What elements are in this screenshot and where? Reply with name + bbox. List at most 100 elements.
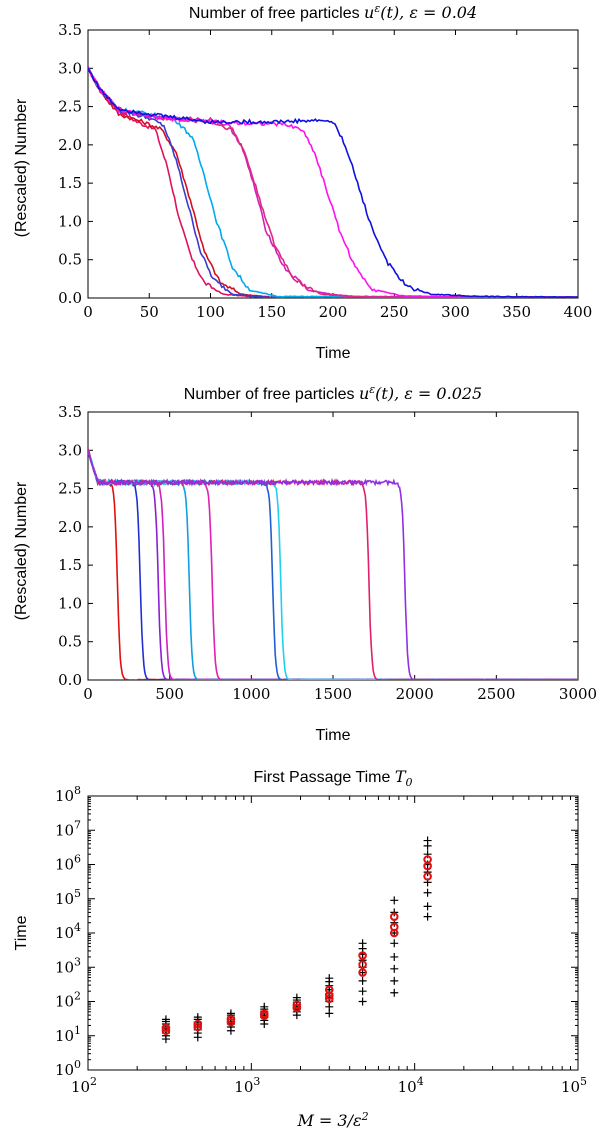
y-tick-label: 2.5: [58, 98, 82, 116]
x-tick-label: 0: [83, 303, 93, 321]
mean-point: [423, 872, 432, 881]
mean-point: [358, 968, 367, 977]
x-tick-label: 100: [196, 303, 225, 321]
sample-point: [358, 987, 367, 996]
series-line-6: [88, 69, 578, 298]
mean-point: [193, 1022, 203, 1032]
x-tick-label: 1500: [314, 685, 352, 703]
y-tick-label: 103: [55, 955, 81, 976]
y-tick-label: 107: [55, 818, 81, 839]
y-tick-label: 104: [55, 921, 81, 942]
x-tick-label: 2500: [477, 685, 515, 703]
mean-point: [226, 1015, 236, 1024]
mean-point: [389, 922, 399, 932]
sample-point: [161, 1015, 170, 1024]
x-tick-label: 104: [398, 1075, 424, 1096]
sample-point: [358, 976, 367, 985]
y-tick-label: 0.5: [58, 633, 82, 651]
series-line-7: [88, 450, 578, 680]
y-tick-label: 108: [55, 784, 81, 805]
y-tick-label: 1.0: [58, 212, 82, 230]
panel-free-particles-eps-0025: Number of free particles uε(t), ε = 0.02…: [13, 383, 597, 744]
y-tick-label: 0.5: [58, 251, 82, 269]
y-tick-label: 3.5: [58, 21, 82, 39]
series-line-7: [88, 68, 578, 298]
mean-point: [259, 1009, 269, 1019]
mean-point: [358, 951, 367, 960]
sample-point: [390, 988, 399, 997]
sample-point: [390, 952, 399, 961]
series-line-10: [88, 451, 578, 680]
series-line-4: [88, 67, 578, 298]
mean-point: [193, 1019, 203, 1029]
sample-point: [390, 964, 399, 973]
y-axis-label: (Rescaled) Number: [13, 481, 30, 620]
mean-point: [389, 912, 399, 921]
y-tick-label: 1.5: [58, 556, 82, 574]
x-axis-label: Time: [316, 727, 351, 744]
x-tick-label: 150: [257, 303, 286, 321]
y-tick-label: 3.5: [58, 403, 82, 421]
plot-frame: [87, 29, 579, 299]
y-tick-label: 105: [55, 887, 81, 908]
x-tick-label: 103: [234, 1075, 260, 1096]
x-axis-label: Time: [316, 345, 351, 362]
plot-frame: [87, 795, 579, 1071]
y-tick-label: 3.0: [58, 441, 82, 459]
panel-free-particles-eps-004: Number of free particles uε(t), ε = 0.04…: [13, 2, 592, 362]
x-tick-label: 250: [380, 303, 409, 321]
series-line-8: [88, 67, 578, 298]
series-line-3: [88, 68, 578, 298]
y-tick-label: 1.5: [58, 174, 82, 192]
y-axis-label: Time: [13, 915, 30, 950]
x-tick-label: 3000: [559, 685, 597, 703]
series-line-2: [88, 451, 578, 680]
y-tick-label: 106: [55, 853, 81, 874]
y-tick-label: 101: [55, 1024, 81, 1045]
y-tick-label: 0.0: [58, 289, 82, 307]
x-tick-label: 2000: [396, 685, 434, 703]
chart-title: Number of free particles uε(t), ε = 0.04: [189, 2, 477, 22]
sample-point: [358, 939, 367, 948]
y-tick-label: 2.0: [58, 518, 82, 536]
x-tick-label: 200: [319, 303, 348, 321]
mean-point: [161, 1026, 171, 1036]
x-tick-label: 400: [564, 303, 593, 321]
x-tick-label: 1000: [232, 685, 270, 703]
mean-point: [292, 1000, 302, 1010]
sample-point: [292, 993, 301, 1002]
x-tick-label: 500: [155, 685, 184, 703]
y-tick-label: 2.5: [58, 480, 82, 498]
y-tick-label: 102: [55, 990, 81, 1011]
series-line-6: [88, 451, 578, 680]
x-axis-label: M = 3/ε2: [296, 1110, 368, 1130]
series-line-1: [88, 66, 578, 298]
panel-first-passage-time: First Passage Time T0 Time M = 3/ε2 102 1…: [13, 767, 587, 1130]
x-tick-label: 50: [140, 303, 159, 321]
y-axis-label: (Rescaled) Number: [13, 98, 30, 237]
y-tick-label: 0.0: [58, 671, 82, 689]
series-line-2: [88, 68, 578, 298]
sample-point: [423, 888, 432, 897]
sample-point: [358, 997, 367, 1006]
mean-point: [292, 1003, 302, 1013]
chart-title: Number of free particles uε(t), ε = 0.02…: [184, 383, 482, 403]
y-tick-label: 1.0: [58, 594, 82, 612]
sample-point: [423, 902, 432, 911]
x-tick-label: 350: [502, 303, 531, 321]
y-tick-label: 100: [55, 1058, 81, 1079]
x-tick-label: 0: [83, 685, 93, 703]
chart-title: First Passage Time T0: [253, 767, 412, 789]
sample-point: [423, 912, 432, 921]
mean-point: [161, 1023, 171, 1033]
sample-point: [390, 939, 399, 948]
plot-frame: [87, 411, 579, 681]
mean-point: [358, 960, 367, 969]
x-tick-label: 102: [71, 1075, 97, 1096]
y-tick-label: 2.0: [58, 136, 82, 154]
x-tick-label: 300: [441, 303, 470, 321]
mean-point: [324, 985, 334, 995]
x-tick-label: 105: [561, 1075, 587, 1096]
sample-point: [390, 976, 399, 985]
